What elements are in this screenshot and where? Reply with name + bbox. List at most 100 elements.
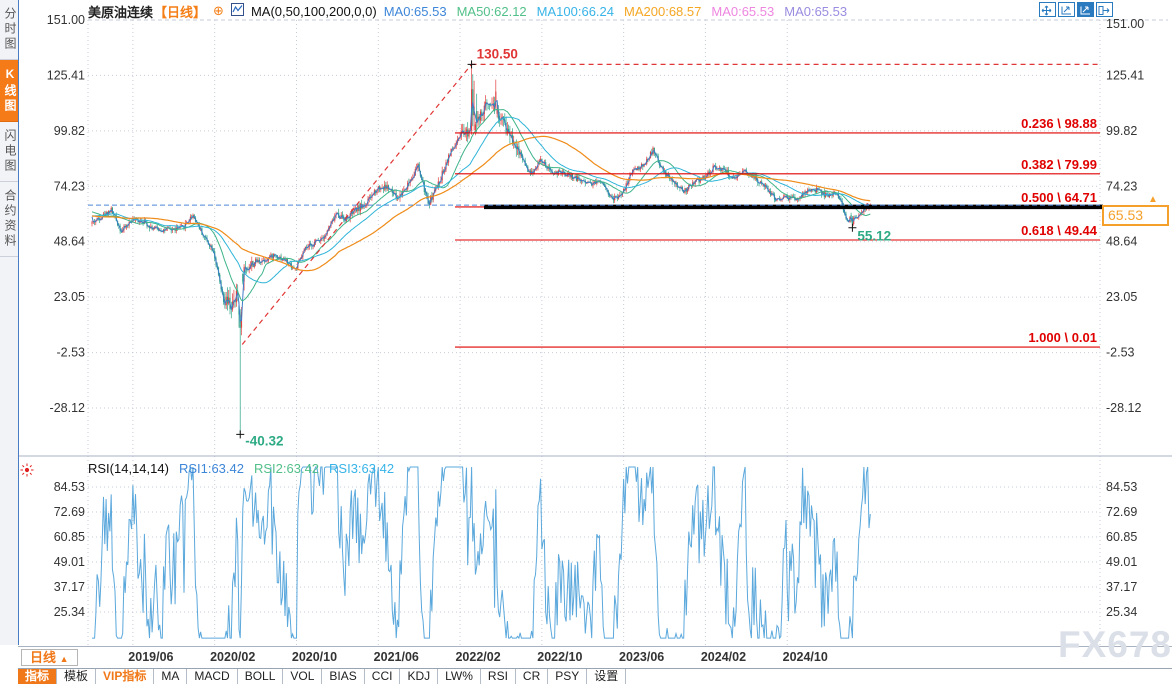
rsi-axis-label-right: 49.01: [1106, 555, 1137, 569]
current-price-tag: 65.53: [1102, 205, 1169, 226]
sidebar-item-3[interactable]: 合约资料: [0, 182, 18, 257]
price-axis-label-left: 74.23: [54, 179, 85, 193]
x-axis-date-label: 2023/06: [619, 650, 665, 664]
price-axis-label-right: 151.00: [1106, 17, 1144, 31]
rsi-value-0: RSI1:63.42: [178, 461, 244, 476]
tab-BIAS[interactable]: BIAS: [322, 669, 365, 684]
price-up-arrow-icon: ▲: [1148, 194, 1158, 205]
recent-low-label: 55.12: [857, 229, 891, 244]
candle-wicks-up: [91, 64, 871, 336]
tab-KDJ[interactable]: KDJ: [400, 669, 439, 684]
fib-label-0.618: 0.618 \ 49.44: [1021, 223, 1098, 238]
ma-value-5: MA0:65.53: [784, 3, 848, 19]
x-axis-date-label: 2019/06: [128, 650, 174, 664]
rsi-axis-label-right: 72.69: [1106, 505, 1137, 519]
rsi-axis-label-right: 37.17: [1106, 580, 1137, 594]
plus-circle-icon[interactable]: ⊕: [213, 3, 224, 18]
symbol-name: 美原油连续: [88, 4, 154, 20]
rsi-axis-label-left: 49.01: [54, 555, 85, 569]
rsi-axis-label-left: 72.69: [54, 505, 85, 519]
fib-label-0.500: 0.500 \ 64.71: [1021, 190, 1097, 205]
dropdown-arrow-icon: ▲: [59, 654, 69, 664]
ma-line-ma100: [92, 116, 871, 284]
price-axis-label-right: 74.23: [1106, 179, 1137, 193]
tab-MACD[interactable]: MACD: [187, 669, 238, 684]
sidebar-item-0[interactable]: 分时图: [0, 0, 18, 60]
tab-VIP指标[interactable]: VIP指标: [96, 669, 155, 684]
chart-header: 美原油连续 【日线】 ⊕ MA(0,50,100,200,0,0) MA0:65.…: [88, 3, 847, 20]
price-axis-label-right: 125.41: [1106, 68, 1144, 82]
exit-icon[interactable]: [1096, 2, 1113, 17]
tab-VOL[interactable]: VOL: [283, 669, 323, 684]
sidebar-item-1[interactable]: K线图: [0, 60, 18, 122]
x-axis-row: 日线 ▲ 2019/06 2020/02 2020/10 2021/06 2022/02…: [18, 646, 1172, 669]
rsi-axis-label-left: 60.85: [54, 530, 85, 544]
x-axis-date-label: 2020/10: [291, 650, 338, 664]
price-axis-label-left: 23.05: [54, 290, 85, 304]
rsi-legend: RSI1:63.42 RSI2:63.42 RSI3:63.42: [179, 461, 394, 476]
ma-value-3: MA200:68.57: [624, 3, 702, 19]
negative-low-label: -40.32: [245, 433, 283, 448]
x-axis-date-label: 2020/02: [210, 650, 256, 664]
chart-type-icon[interactable]: [230, 3, 244, 19]
anchor-cross-marker: [848, 223, 857, 232]
rsi-axis-label-left: 25.34: [54, 605, 85, 619]
rsi-parameters[interactable]: RSI(14,14,14): [88, 461, 169, 476]
price-axis-label-left: 125.41: [47, 68, 85, 82]
price-axis-label-right: -2.53: [1106, 346, 1135, 360]
ma-value-2: MA100:66.24: [536, 3, 615, 19]
ma-line-ma0: [91, 99, 871, 323]
fib-label-0.236: 0.236 \ 98.88: [1021, 116, 1097, 131]
rsi-axis-label-right: 60.85: [1106, 530, 1137, 544]
price-axis-label-left: 48.64: [54, 235, 85, 249]
x-axis-date-label: 2021/06: [373, 650, 419, 664]
tab-指标[interactable]: 指标: [18, 669, 58, 684]
scale-axis-icon[interactable]: [1058, 2, 1075, 17]
scale-axis-active-icon[interactable]: [1077, 2, 1094, 17]
fib-label-1.000: 1.000 \ 0.01: [1028, 330, 1097, 345]
x-axis-date-label: 2024/10: [782, 650, 828, 664]
candle-wicks-down: [94, 74, 866, 435]
tab-CR[interactable]: CR: [516, 669, 549, 684]
anchor-cross-marker: [467, 60, 476, 69]
ma-legend: MA0:65.53 MA50:62.12 MA100:66.24 MA200:68.5…: [384, 4, 847, 19]
sidebar-item-2[interactable]: 闪电图: [0, 122, 18, 182]
rsi-value-2: RSI3:63.42: [329, 461, 395, 476]
ma-line-ma200: [91, 135, 871, 272]
rsi-line: [92, 466, 871, 640]
rsi-axis-label-right: 25.34: [1106, 605, 1137, 619]
trendline-dashed: [241, 64, 473, 345]
rsi-axis-label-left: 37.17: [54, 580, 85, 594]
price-axis-label-right: 23.05: [1106, 290, 1137, 304]
price-axis-label-left: -28.12: [50, 401, 85, 415]
x-axis-date-label: 2022/02: [455, 650, 501, 664]
window-toolbar: [1039, 2, 1113, 17]
period-dropdown-button[interactable]: 日线 ▲: [21, 649, 78, 666]
move-icon[interactable]: [1039, 2, 1056, 17]
period-label[interactable]: 【日线】: [154, 4, 207, 20]
tab-RSI[interactable]: RSI: [481, 669, 516, 684]
tab-设置[interactable]: 设置: [587, 669, 627, 684]
x-axis-date-label: 2022/10: [537, 650, 583, 664]
price-axis-label-right: 48.64: [1106, 235, 1137, 249]
rsi-header: RSI(14,14,14) RSI1:63.42 RSI2:63.42 RSI3:6…: [88, 461, 394, 476]
price-axis-label-left: -2.53: [57, 346, 86, 360]
tab-PSY[interactable]: PSY: [548, 669, 588, 684]
ma-value-1: MA50:62.12: [456, 3, 527, 19]
tab-LW%[interactable]: LW%: [438, 669, 481, 684]
tab-MA[interactable]: MA: [154, 669, 188, 684]
rsi-axis-label-right: 84.53: [1106, 480, 1137, 494]
price-axis-label-right: -28.12: [1106, 401, 1141, 415]
rsi-value-1: RSI2:63.42: [253, 461, 320, 476]
indicator-settings-icon[interactable]: [20, 463, 34, 482]
tab-BOLL[interactable]: BOLL: [238, 669, 284, 684]
ma-parameters[interactable]: MA(0,50,100,200,0,0): [250, 3, 377, 19]
fib-label-0.382: 0.382 \ 79.99: [1021, 157, 1097, 172]
tab-模板[interactable]: 模板: [57, 669, 97, 684]
ma-value-4: MA0:65.53: [711, 3, 775, 19]
tab-CCI[interactable]: CCI: [365, 669, 401, 684]
rsi-axis-label-left: 84.53: [54, 480, 85, 494]
price-axis-label-left: 151.00: [47, 13, 85, 27]
price-axis-label-right: 99.82: [1106, 124, 1137, 138]
